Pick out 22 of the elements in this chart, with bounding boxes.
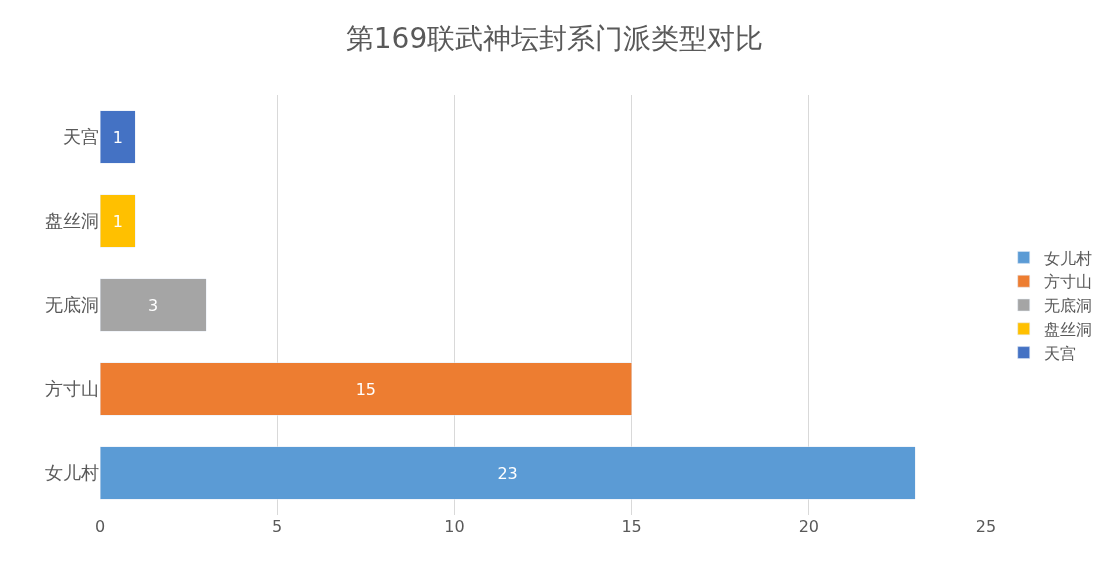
y-tick-label: 天宫 xyxy=(63,126,99,148)
legend-label: 女儿村 xyxy=(1043,248,1092,268)
x-tick-label: 5 xyxy=(272,517,283,536)
x-tick-label: 0 xyxy=(94,517,106,536)
data-label: 1 xyxy=(112,211,123,231)
legend-label: 无底洞 xyxy=(1043,296,1092,316)
y-tick-label: 盘丝洞 xyxy=(45,210,99,232)
legend-label: 盘丝洞 xyxy=(1043,320,1092,340)
x-tick-label: 20 xyxy=(798,517,819,536)
x-tick-label: 15 xyxy=(621,517,642,536)
chart-title: 第169联武神坛封系门派类型对比 xyxy=(345,22,764,56)
x-tick-label: 10 xyxy=(444,517,465,536)
legend-label: 方寸山 xyxy=(1043,272,1092,292)
y-tick-label: 方寸山 xyxy=(45,378,99,400)
data-label: 23 xyxy=(497,463,518,483)
data-label: 3 xyxy=(148,295,159,315)
y-tick-label: 无底洞 xyxy=(45,294,99,316)
x-tick-label: 25 xyxy=(975,517,997,536)
data-label: 1 xyxy=(112,127,123,147)
y-tick-label: 女儿村 xyxy=(45,462,99,484)
legend-label: 天宫 xyxy=(1043,343,1076,363)
data-label: 15 xyxy=(355,379,376,399)
